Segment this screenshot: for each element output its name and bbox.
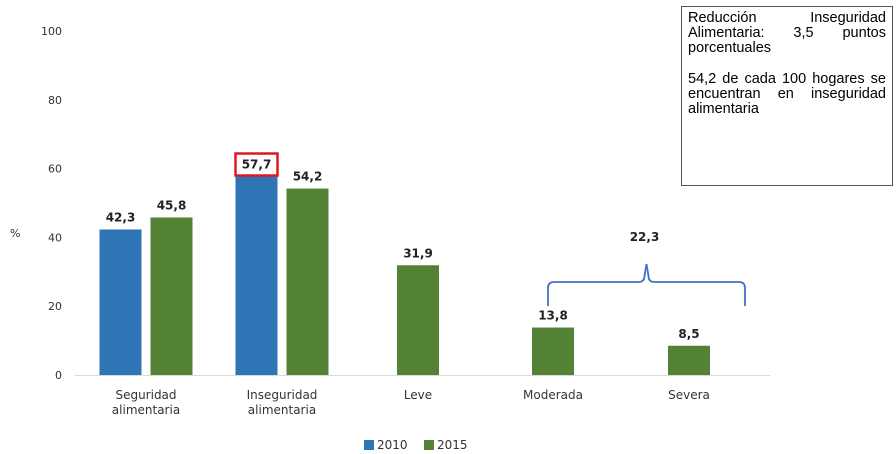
category-label: Moderada <box>523 388 583 402</box>
bracket: 22,3 <box>547 230 746 306</box>
category-label: alimentaria <box>112 403 180 417</box>
value-label: 31,9 <box>403 246 433 260</box>
value-label: 57,7 <box>242 158 272 172</box>
bar-2015 <box>397 265 439 375</box>
y-tick-label: 40 <box>48 231 62 244</box>
legend-label: 2010 <box>377 438 408 452</box>
annotation-line-2: 54,2 de cada 100 hogares se encuentran e… <box>688 71 886 117</box>
bars <box>99 176 710 375</box>
category-label: Seguridad <box>115 388 176 402</box>
bar-2015 <box>150 217 193 375</box>
value-label: 8,5 <box>678 327 699 341</box>
bar-2015 <box>286 188 329 375</box>
category-label: Severa <box>668 388 710 402</box>
category-label: alimentaria <box>248 403 316 417</box>
y-tick-label: 0 <box>55 369 62 382</box>
value-label: 54,2 <box>293 170 323 184</box>
legend-swatch <box>364 440 374 450</box>
category-label: Leve <box>404 388 432 402</box>
annotation-box: Reducción Inseguridad Alimentaria: 3,5 p… <box>681 6 893 186</box>
legend: 2010 2015 <box>364 438 468 452</box>
bar-2010 <box>99 229 142 375</box>
bar-2015 <box>532 327 574 375</box>
bracket-label: 22,3 <box>630 230 660 244</box>
y-tick-label: 100 <box>41 25 62 38</box>
y-tick-label: 60 <box>48 163 62 176</box>
value-label: 45,8 <box>157 198 187 212</box>
value-label: 13,8 <box>538 309 568 323</box>
bracket-line <box>547 263 746 306</box>
highlight-box <box>234 152 279 177</box>
category-labels: SeguridadalimentariaInseguridadalimentar… <box>112 388 710 417</box>
annotation-line-1: Reducción Inseguridad Alimentaria: 3,5 p… <box>688 10 886 56</box>
value-label: 42,3 <box>106 210 136 224</box>
bar-2015 <box>668 345 710 375</box>
bar-2010 <box>235 176 278 375</box>
category-label: Inseguridad <box>247 388 318 402</box>
y-axis-label: % <box>10 227 20 240</box>
legend-label: 2015 <box>437 438 468 452</box>
y-tick-label: 20 <box>48 300 62 313</box>
legend-swatch <box>424 440 434 450</box>
value-labels: 42,3 45,8 57,7 54,2 31,9 13,8 8,5 <box>106 152 700 341</box>
y-ticks: 0 20 40 60 80 100 <box>41 25 62 382</box>
y-tick-label: 80 <box>48 94 62 107</box>
